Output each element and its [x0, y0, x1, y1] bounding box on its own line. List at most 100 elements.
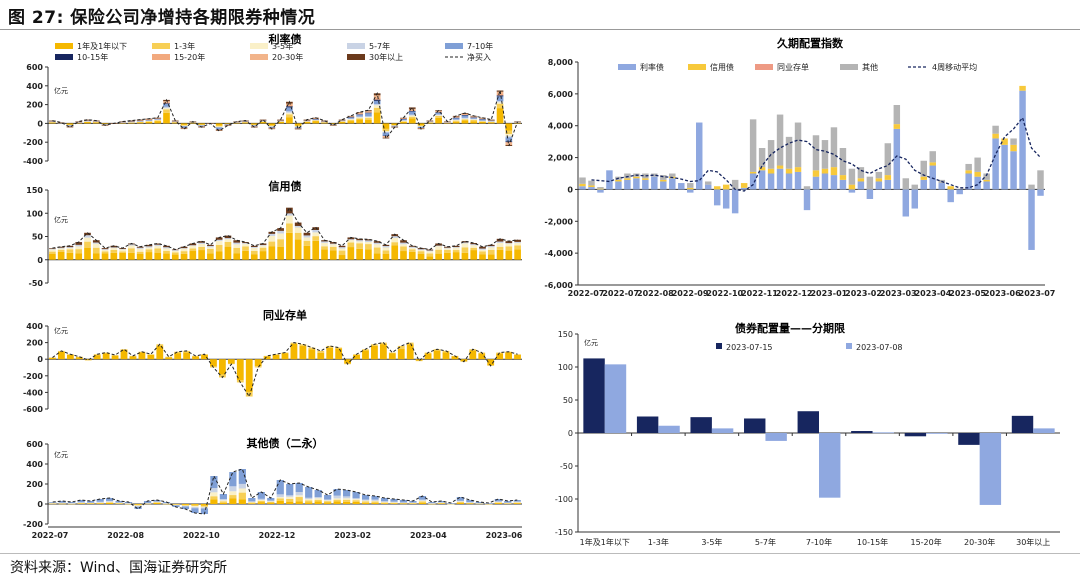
bar-segment [397, 345, 405, 350]
bar-segment [286, 501, 294, 504]
bar-segment [111, 355, 119, 360]
bar-segment [513, 500, 521, 502]
bar-segment [200, 507, 209, 509]
bar-segment [444, 122, 451, 123]
bar-segment [227, 359, 235, 364]
bar-segment [57, 249, 65, 252]
bar-segment [295, 483, 303, 493]
bar-segment [514, 245, 521, 250]
bar-segment [461, 117, 469, 119]
bar-segment [96, 499, 104, 502]
bar-segment [294, 128, 302, 130]
bar-segment [588, 180, 595, 186]
bar-segment [321, 122, 328, 124]
bar-segment [276, 500, 284, 504]
bar-segment [268, 126, 276, 128]
bar-segment [174, 353, 182, 360]
bar-segment [250, 123, 258, 125]
bar-segment [830, 127, 838, 168]
bar-segment [198, 246, 205, 251]
bar-segment [380, 501, 389, 503]
bar-segment [713, 186, 721, 190]
bar-segment [452, 121, 460, 124]
bar-segment [875, 171, 883, 179]
bar-segment [191, 508, 199, 513]
bar-segment [215, 129, 223, 130]
legend-label: 净买入 [467, 52, 491, 62]
bar-segment [136, 122, 144, 124]
bar-segment [207, 244, 214, 246]
bar-segment [145, 244, 153, 247]
bar-segment [321, 120, 328, 122]
x-tick-label: 2023-07 [1019, 289, 1056, 298]
bar-segment [57, 247, 65, 249]
bar-segment [49, 249, 56, 252]
bar-segment [479, 120, 486, 122]
y-tick-label: 0 [37, 500, 43, 509]
bar-segment [229, 486, 237, 492]
bar-segment [75, 242, 83, 245]
y-tick-label: 8,000 [548, 58, 574, 67]
bar-segment [119, 122, 126, 123]
bar-segment [229, 491, 237, 496]
bar-segment [487, 119, 495, 121]
bar-segment [143, 502, 152, 504]
bar-segment [171, 122, 179, 124]
bar-segment [153, 503, 161, 504]
chart-title: 信用债 [269, 180, 302, 193]
bar-segment [461, 243, 469, 248]
bar-segment [487, 121, 495, 122]
bar-segment [115, 503, 123, 504]
bar-segment [120, 349, 128, 351]
bar-segment [505, 142, 513, 144]
bar-segment [893, 105, 901, 125]
y-tick-label: -6,000 [544, 281, 573, 290]
bar-segment [624, 173, 631, 179]
bar-segment [183, 350, 191, 353]
bar-segment [452, 120, 460, 122]
bar-segment [92, 253, 100, 260]
bar-segment [373, 97, 381, 100]
bar-segment [794, 122, 802, 168]
bar-segment [286, 112, 293, 115]
bar-segment [496, 103, 504, 109]
bar-segment [295, 497, 303, 502]
bar-segment [361, 499, 370, 501]
bar-segment [812, 176, 820, 190]
legend-swatch [716, 343, 722, 349]
bar-segment [365, 240, 372, 242]
bar-segment [92, 240, 100, 243]
figure-title: 图 27: 保险公司净增持各期限券种情况 [8, 8, 316, 28]
bar-segment [373, 104, 381, 106]
bar-segment [267, 498, 275, 501]
bar-segment [433, 349, 441, 351]
bar-segment [290, 343, 298, 360]
bar-segment [338, 121, 346, 124]
bar-segment [233, 253, 241, 260]
bar-segment [207, 253, 214, 260]
y-tick-label: 200 [26, 101, 43, 110]
bar-segment [268, 125, 276, 127]
bar-segment [75, 246, 83, 250]
bar-segment [356, 243, 363, 249]
bar-segment [821, 168, 829, 174]
bar-segment [87, 501, 95, 503]
bar-segment [242, 242, 249, 244]
bar-segment [426, 120, 434, 122]
bar-segment [101, 253, 109, 260]
bar-segment [308, 349, 316, 360]
bar-segment [496, 93, 504, 96]
bar-segment [189, 245, 197, 246]
bar-segment [687, 187, 694, 190]
bar-segment [286, 106, 293, 108]
bar-segment [303, 121, 311, 123]
legend-label: 3-5年 [272, 41, 293, 51]
bar-segment [391, 242, 399, 246]
bar-segment [314, 499, 322, 502]
bar-segment [713, 189, 721, 206]
bar-segment [461, 119, 469, 121]
bar-segment [356, 241, 363, 244]
bar-segment [479, 248, 486, 250]
bar-segment [250, 245, 258, 247]
bar-segment [461, 113, 469, 115]
